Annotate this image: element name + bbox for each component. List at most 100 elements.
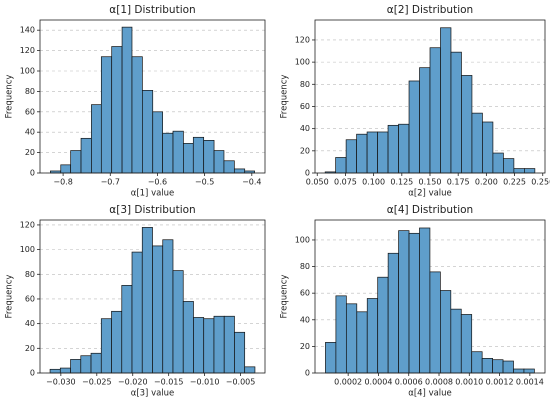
- bar: [223, 160, 235, 174]
- bar: [356, 133, 368, 174]
- y-tick-label: 60: [25, 294, 35, 303]
- bar: [450, 308, 462, 374]
- y-tick-label: 20: [25, 148, 35, 157]
- bar: [450, 51, 462, 174]
- bar: [440, 27, 452, 174]
- x-tick-label: 0.050: [306, 178, 329, 187]
- bar: [461, 75, 473, 174]
- bar: [213, 150, 225, 174]
- bar: [513, 368, 525, 374]
- y-tick-label: 80: [25, 270, 35, 279]
- y-tick-label: 100: [295, 58, 310, 67]
- bar: [121, 285, 133, 374]
- x-tick-label: 0.125: [390, 178, 413, 187]
- y-tick-label: 40: [25, 319, 35, 328]
- y-tick-label: 0: [30, 369, 35, 378]
- y-tick-label: 20: [300, 146, 310, 155]
- bar: [387, 124, 399, 174]
- bar: [408, 232, 420, 374]
- y-axis-label: Frequency: [280, 275, 290, 319]
- x-tick-label: −0.8: [53, 178, 72, 187]
- bar: [152, 111, 163, 174]
- bar: [172, 130, 184, 174]
- bar: [182, 301, 194, 374]
- x-axis-label: α[3] value: [131, 389, 175, 399]
- bar: [203, 140, 215, 174]
- x-tick-label: −0.7: [101, 178, 120, 187]
- bar: [203, 318, 215, 374]
- y-tick-label: 40: [300, 315, 310, 324]
- bar: [90, 352, 102, 374]
- x-tick-label: −0.6: [148, 178, 167, 187]
- bar: [59, 367, 71, 374]
- x-tick-label: 0.175: [447, 178, 470, 187]
- y-tick-label: 100: [20, 245, 35, 254]
- bar: [366, 298, 379, 374]
- bar: [335, 295, 347, 374]
- bar: [460, 314, 473, 374]
- x-tick-label: 0.0012: [486, 378, 514, 387]
- bar: [387, 252, 399, 374]
- bar: [142, 90, 154, 174]
- bar: [233, 168, 246, 174]
- x-tick-label: 0.0002: [334, 378, 362, 387]
- axes-frame: [314, 219, 546, 374]
- bar: [91, 104, 102, 174]
- x-tick-label: −0.025: [82, 378, 112, 387]
- bar: [100, 56, 113, 174]
- y-axis-label: Frequency: [280, 75, 290, 119]
- x-tick-label: 0.200: [475, 178, 498, 187]
- x-tick-label: 0.0004: [364, 378, 392, 387]
- bar: [234, 331, 246, 374]
- bar: [502, 360, 514, 374]
- bar: [213, 315, 225, 374]
- bar: [471, 112, 483, 174]
- x-tick-label: 0.0010: [455, 378, 483, 387]
- y-tick-label: 20: [300, 342, 310, 351]
- bar: [131, 251, 143, 374]
- y-tick-label: 140: [20, 26, 35, 35]
- bar: [60, 164, 72, 174]
- bar: [162, 239, 174, 374]
- bar: [492, 152, 504, 174]
- bar: [152, 245, 164, 374]
- bar: [513, 168, 525, 174]
- x-tick-label: 0.150: [419, 178, 442, 187]
- bar: [408, 80, 420, 174]
- bar: [49, 368, 61, 374]
- x-tick-label: −0.4: [242, 178, 261, 187]
- bar: [377, 131, 389, 174]
- bar: [356, 311, 368, 374]
- chart-title: α[2] Distribution: [387, 4, 473, 16]
- bar: [70, 150, 82, 174]
- x-tick-label: −0.015: [154, 378, 184, 387]
- x-tick-label: 0.225: [503, 178, 526, 187]
- bar: [335, 157, 347, 174]
- bar: [429, 271, 441, 374]
- x-tick-label: −0.5: [195, 178, 214, 187]
- y-tick-label: 120: [295, 35, 310, 44]
- y-tick-label: 0: [305, 369, 310, 378]
- x-tick-label: −0.010: [190, 378, 220, 387]
- y-tick-label: 60: [25, 107, 35, 116]
- bar: [111, 310, 123, 374]
- y-tick-label: 120: [20, 220, 35, 229]
- y-tick-label: 100: [20, 67, 35, 76]
- y-tick-label: 60: [300, 102, 310, 111]
- x-tick-label: 0.250: [531, 178, 550, 187]
- bar: [492, 359, 504, 374]
- chart-title: α[4] Distribution: [387, 204, 473, 216]
- y-tick-label: 40: [25, 128, 35, 137]
- bar: [523, 368, 535, 374]
- bar: [223, 315, 235, 374]
- x-axis-label: α[4] value: [408, 389, 452, 399]
- x-tick-label: 0.075: [334, 178, 357, 187]
- bar: [398, 123, 410, 174]
- y-tick-label: 60: [300, 289, 310, 298]
- bar: [524, 168, 536, 174]
- bar: [100, 318, 112, 374]
- bar: [141, 227, 153, 374]
- bar: [70, 359, 82, 374]
- bar: [377, 276, 389, 374]
